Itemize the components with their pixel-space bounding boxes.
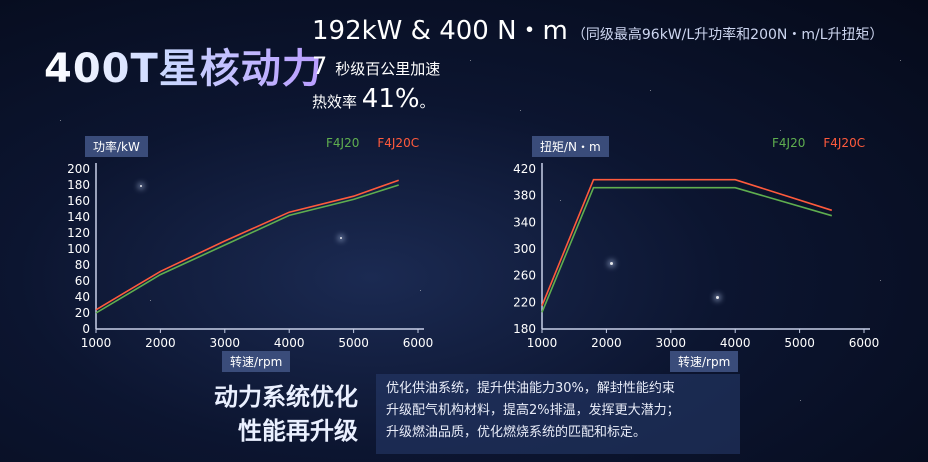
torque-ytick-label: 180 [513, 322, 536, 336]
efficiency-label: 热效率 [312, 93, 358, 111]
torque-series-f4j20-line [541, 186, 833, 313]
star [610, 262, 613, 265]
torque-chart: 180 220 260 300 340 380 420 1000 2000 3000 4000 500… [513, 162, 880, 350]
power-legend: F4J20 F4J20C [326, 136, 419, 150]
star [880, 280, 881, 281]
power-xtick-label: 6000 [403, 336, 434, 350]
star [340, 237, 342, 239]
power-ytick-label: 160 [67, 194, 90, 208]
bottom-title-line1: 动力系统优化 [214, 383, 358, 411]
power-ytick-label: 40 [75, 290, 90, 304]
torque-xtick-label: 3000 [656, 336, 687, 350]
efficiency-suffix: 。 [419, 93, 435, 111]
power-ytick-label: 120 [67, 226, 90, 240]
star [150, 300, 151, 301]
power-ytick-label: 80 [75, 258, 90, 272]
torque-legend: F4J20 F4J20C [772, 136, 865, 150]
headline: 400T星核动力 [44, 36, 323, 94]
power-ylabel: 功率/kW [85, 136, 148, 157]
bottom-title: 动力系统优化 性能再升级 [214, 380, 358, 448]
star [420, 290, 421, 291]
power-xtick-label: 1000 [81, 336, 112, 350]
star [780, 130, 781, 131]
acceleration-value: 7 [312, 52, 328, 80]
acceleration-spec: 7 秒级百公里加速 [312, 52, 440, 80]
power-legend-f4j20: F4J20 [326, 136, 360, 150]
star [716, 296, 719, 299]
torque-legend-f4j20: F4J20 [772, 136, 806, 150]
description-line3: 升级燃油品质，优化燃烧系统的匹配和标定。 [386, 425, 647, 440]
power-ytick-label: 60 [75, 274, 90, 288]
torque-xlabel: 转速/rpm [670, 351, 739, 372]
power-xlabel: 转速/rpm [222, 351, 291, 372]
torque-xtick-label: 5000 [784, 336, 815, 350]
power-xtick-label: 2000 [145, 336, 176, 350]
power-series-f4j20-line [95, 184, 399, 314]
torque-ytick-label: 300 [513, 242, 536, 256]
star [60, 120, 61, 121]
star [560, 200, 561, 201]
torque-ylabel: 扭矩/N・m [532, 136, 609, 157]
star [250, 420, 251, 421]
torque-series-f4j20c-line [541, 178, 833, 307]
power-ytick-label: 140 [67, 210, 90, 224]
star [650, 90, 651, 91]
power-ytick-label: 200 [67, 162, 90, 176]
star [520, 110, 521, 111]
torque-xtick-label: 2000 [591, 336, 622, 350]
power-legend-f4j20c: F4J20C [377, 136, 420, 150]
power-torque-value: 192kW & 400 N・m [312, 16, 568, 46]
power-xtick-label: 3000 [210, 336, 241, 350]
power-series-f4j20c-line [95, 179, 399, 311]
power-ytick-label: 180 [67, 178, 90, 192]
efficiency-value: 41% [361, 84, 420, 114]
torque-ytick-label: 220 [513, 295, 536, 309]
star [800, 400, 801, 401]
torque-xtick-label: 4000 [720, 336, 751, 350]
acceleration-text: 秒级百公里加速 [335, 60, 441, 78]
power-xtick-label: 5000 [338, 336, 369, 350]
description-line1: 优化供油系统，提升供油能力30%，解封性能约束 [386, 381, 675, 396]
torque-ytick-label: 340 [513, 215, 536, 229]
torque-ytick-label: 420 [513, 162, 536, 176]
power-xtick-label: 4000 [274, 336, 305, 350]
torque-xtick-label: 1000 [527, 336, 558, 350]
torque-xtick-label: 6000 [849, 336, 880, 350]
power-ytick-label: 0 [82, 322, 90, 336]
star [900, 60, 901, 61]
power-ytick-label: 20 [75, 306, 90, 320]
power-torque-note: （同级最高96kW/L升功率和200N・m/L升扭矩） [571, 27, 884, 43]
bottom-title-line2: 性能再升级 [238, 417, 358, 445]
torque-ytick-label: 380 [513, 189, 536, 203]
power-torque-spec: 192kW & 400 N・m （同级最高96kW/L升功率和200N・m/L升扭… [312, 10, 884, 47]
efficiency-spec: 热效率 41%。 [312, 84, 435, 114]
torque-ytick-label: 260 [513, 269, 536, 283]
description-line2: 升级配气机构材料，提高2%排温，发挥更大潜力； [386, 403, 680, 418]
torque-legend-f4j20c: F4J20C [823, 136, 866, 150]
power-ytick-label: 100 [67, 242, 90, 256]
description-box: 优化供油系统，提升供油能力30%，解封性能约束 升级配气机构材料，提高2%排温，… [376, 374, 740, 454]
power-chart: 0 20 40 60 80 100 120 140 160 180 200 1000 2000 3000 4… [67, 162, 434, 350]
star [140, 185, 142, 187]
star [470, 60, 471, 61]
